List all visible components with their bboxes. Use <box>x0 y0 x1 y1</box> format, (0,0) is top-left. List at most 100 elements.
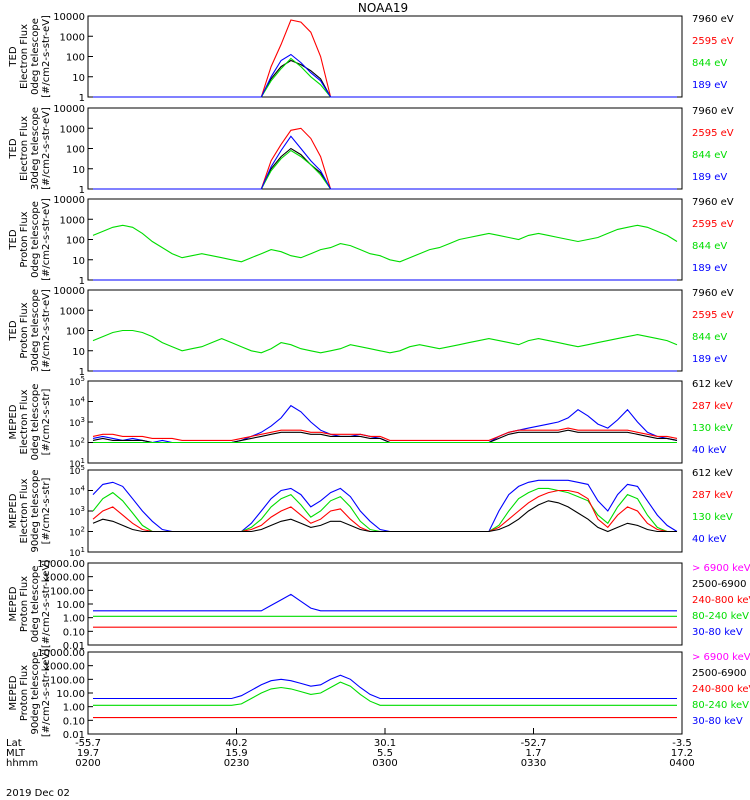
series-green <box>92 329 678 354</box>
y-tick-label: 0.01 <box>63 641 85 652</box>
y-tick-label: 101 <box>69 457 85 470</box>
panel-2: 1 10 100 1000 10000 TED Electron Flux 30deg tel… <box>8 104 734 196</box>
y-tick-label: 1000 <box>60 124 85 135</box>
y-axis-label: Proton Flux <box>19 211 30 267</box>
legend-entry: 30-80 keV <box>692 627 743 638</box>
y-tick-label: 10000 <box>53 12 85 23</box>
y-tick-label: 10.00 <box>56 600 85 611</box>
panel-3: 1 10 100 1000 10000 TED Proton Flux 0deg telesc… <box>8 195 734 287</box>
plot-frame <box>87 380 683 464</box>
legend-entry: 2595 eV <box>692 219 734 230</box>
y-tick-label: 1 <box>79 185 85 196</box>
series-red <box>92 489 677 533</box>
y-tick-label: 105 <box>69 375 85 388</box>
y-axis-label: Proton Flux <box>19 302 30 358</box>
y-axis-label: [#/cm2-s-str] <box>41 388 52 455</box>
series-black <box>93 59 677 98</box>
y-axis-label: TED <box>8 138 19 159</box>
y-tick-label: 1000 <box>60 306 85 317</box>
y-tick-label: 1000 <box>60 32 85 43</box>
y-tick-label: 10000 <box>53 286 85 297</box>
series-blue <box>93 593 677 612</box>
series-black <box>93 147 677 190</box>
legend-entry: 189 eV <box>692 80 727 91</box>
legend-entry: 80-240 keV <box>692 700 749 711</box>
y-tick-label: 1.00 <box>63 614 85 625</box>
y-axis-label: [#/cm2-s-str-eV] <box>41 198 52 281</box>
y-tick-label: 101 <box>69 546 85 559</box>
y-axis-label: 0deg telescope <box>30 18 41 95</box>
legend-entry: 130 keV <box>692 423 733 434</box>
y-tick-label: 1 <box>79 276 85 287</box>
legend-entry: 7960 eV <box>692 197 734 208</box>
y-axis-label: MEPED <box>8 493 19 528</box>
y-axis-label: Electron Flux <box>19 116 30 181</box>
series-green <box>92 487 677 533</box>
y-axis-label: Proton Flux <box>19 576 30 632</box>
legend-entry: 130 keV <box>692 512 733 523</box>
y-tick-label: 0.10 <box>63 716 85 727</box>
y-axis-label: Electron Flux <box>19 478 30 543</box>
y-tick-label: 10 <box>72 165 85 176</box>
y-tick-label: 1 <box>79 93 85 104</box>
time-tick-label: 17.2 <box>671 748 693 759</box>
time-tick-label: 0200 <box>75 758 100 769</box>
time-tick-label: -52.7 <box>521 738 547 749</box>
y-axis-label: [#/cm2-s-str-eV] <box>41 289 52 372</box>
y-axis-label: [#/cm2-s-str-keV] <box>41 560 52 648</box>
time-tick-label: 0300 <box>372 758 397 769</box>
series-red <box>92 427 678 441</box>
y-axis-label: 90deg telescope <box>30 469 41 552</box>
legend-entry: 844 eV <box>692 241 727 252</box>
y-tick-label: 10000.00 <box>37 648 85 659</box>
legend-entry: 287 keV <box>692 401 733 412</box>
plot-frame <box>87 562 683 646</box>
y-tick-label: 0.10 <box>63 627 85 638</box>
legend-entry: 189 eV <box>692 354 727 365</box>
legend-entry: 240-800 keV <box>692 595 750 606</box>
y-axis-label: MEPED <box>8 675 19 710</box>
time-tick-label: 5.5 <box>377 748 393 759</box>
plot-frame <box>87 289 683 372</box>
y-tick-label: 104 <box>69 485 85 498</box>
plot-frame <box>87 651 683 735</box>
time-axis-row-label: MLT <box>6 748 26 759</box>
y-axis-label: [#/cm2-s-str-keV] <box>41 649 52 737</box>
y-axis-label: Electron Flux <box>19 24 30 89</box>
y-tick-label: 105 <box>69 464 85 477</box>
y-tick-label: 100.00 <box>50 586 85 597</box>
series-blue <box>92 404 678 444</box>
time-axis-row-label: Lat <box>6 738 22 749</box>
series-blue <box>93 135 677 190</box>
legend-entry: 40 keV <box>692 445 726 456</box>
time-tick-label: 15.9 <box>225 748 247 759</box>
plot-frame <box>87 107 683 190</box>
y-axis-label: 90deg telescope <box>30 651 41 734</box>
y-axis-label: 30deg telescope <box>30 107 41 190</box>
y-tick-label: 102 <box>69 437 85 450</box>
y-axis-label: TED <box>8 229 19 250</box>
y-tick-label: 102 <box>69 526 85 539</box>
y-tick-label: 1.00 <box>63 703 85 714</box>
legend-entry: 2500-6900 <box>692 579 747 590</box>
y-tick-label: 10000 <box>53 195 85 206</box>
y-axis-label: [#/cm2-s-str-eV] <box>41 107 52 190</box>
y-axis-label: Electron Flux <box>19 389 30 454</box>
y-tick-label: 1 <box>79 367 85 378</box>
legend-entry: 240-800 keV <box>692 684 750 695</box>
panel-1: 1 10 100 1000 10000 TED Electron Flux 0deg tele… <box>8 12 734 104</box>
series-red <box>93 19 677 98</box>
legend-entry: 612 keV <box>692 379 733 390</box>
legend-entry: > 6900 keV <box>692 563 750 574</box>
legend-entry: > 6900 keV <box>692 652 750 663</box>
y-tick-label: 10 <box>72 347 85 358</box>
series-black <box>92 500 677 533</box>
y-axis-label: TED <box>8 320 19 341</box>
y-axis-label: Proton Flux <box>19 665 30 721</box>
y-axis-label: MEPED <box>8 404 19 439</box>
legend-entry: 2595 eV <box>692 128 734 139</box>
series-red <box>93 127 677 190</box>
legend-entry: 2595 eV <box>692 36 734 47</box>
y-tick-label: 104 <box>69 396 85 409</box>
